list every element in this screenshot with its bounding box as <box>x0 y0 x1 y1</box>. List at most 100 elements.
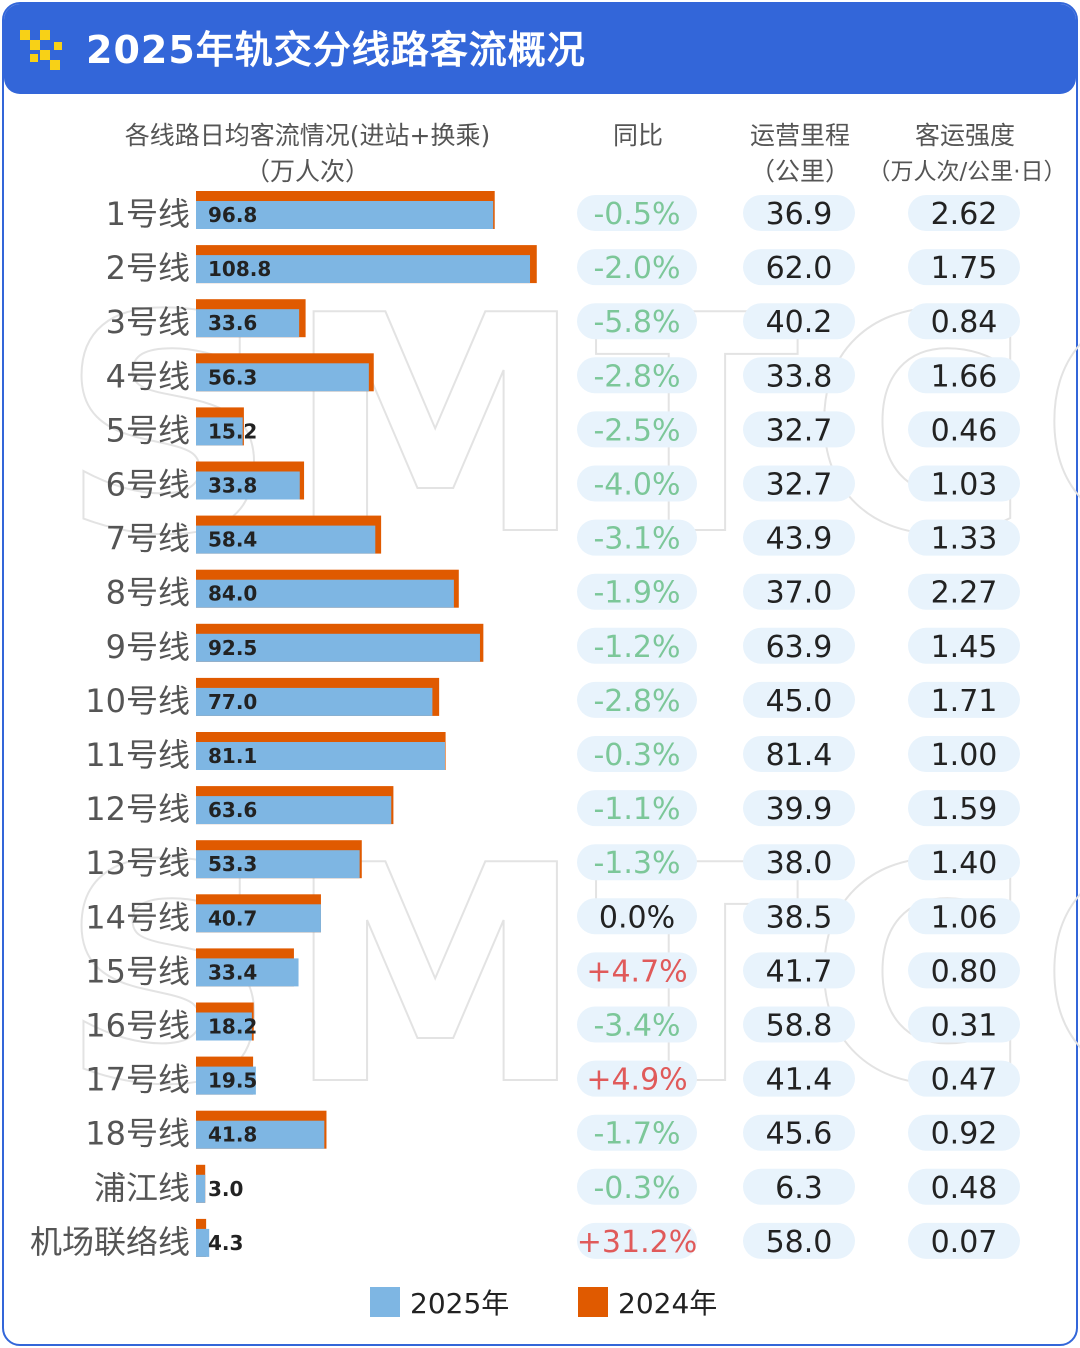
yoy-pill <box>577 1222 697 1259</box>
value-label: 3.0 <box>208 1177 243 1201</box>
value-label: 56.3 <box>208 365 257 389</box>
intensity-pill <box>908 573 1020 610</box>
yoy-value: -1.7% <box>593 1117 680 1152</box>
intensity-value: 0.31 <box>931 1009 998 1044</box>
intensity-pill <box>908 249 1020 286</box>
line-name-label: 14号线 <box>85 898 190 936</box>
mileage-pill <box>743 844 855 881</box>
mileage-pill <box>743 1114 855 1151</box>
intensity-pill <box>908 357 1020 394</box>
mileage-pill <box>743 1168 855 1205</box>
line-name-label: 7号线 <box>106 520 190 558</box>
bar-2025 <box>196 363 369 392</box>
yoy-value: -0.3% <box>593 738 680 773</box>
yoy-pill <box>577 681 697 718</box>
intensity-value: 1.03 <box>931 468 998 503</box>
bar-2025 <box>196 742 445 770</box>
intensity-value: 0.46 <box>931 413 998 448</box>
value-label: 77.0 <box>208 690 257 714</box>
bar-2025 <box>196 309 300 338</box>
page-title: 2025年轨交分线路客流概况 <box>86 28 586 72</box>
line-name-label: 6号线 <box>106 466 190 504</box>
line-name-label: 9号线 <box>106 628 190 666</box>
line-name-label: 3号线 <box>106 303 190 341</box>
bar-2025 <box>196 255 531 284</box>
bar-2025 <box>196 417 243 446</box>
intensity-value: 1.40 <box>931 846 998 881</box>
mileage-pill <box>743 627 855 664</box>
intensity-pill <box>908 1006 1020 1043</box>
mileage-value: 32.7 <box>766 468 833 503</box>
yoy-value: -1.2% <box>593 630 680 665</box>
intensity-value: 0.84 <box>931 305 998 340</box>
bar-2025 <box>196 850 360 879</box>
bar-2025 <box>196 796 392 825</box>
intensity-value: 1.33 <box>931 522 998 557</box>
intensity-value: 2.27 <box>931 576 998 611</box>
line-name-label: 1号线 <box>106 195 190 233</box>
intensity-pill <box>908 519 1020 556</box>
yoy-value: -2.8% <box>593 359 680 394</box>
intensity-pill <box>908 844 1020 881</box>
mileage-pill <box>743 790 855 827</box>
value-label: 81.1 <box>208 744 257 768</box>
mileage-value: 32.7 <box>766 413 833 448</box>
mileage-column-unit: （公里） <box>749 157 850 186</box>
intensity-value: 1.75 <box>931 251 998 286</box>
intensity-value: 1.00 <box>931 738 998 773</box>
yoy-pill <box>577 411 697 448</box>
yoy-value: -0.5% <box>593 197 680 232</box>
yoy-pill <box>577 898 697 935</box>
title-banner: 2025年轨交分线路客流概况 <box>4 4 1076 94</box>
line-name-label: 11号线 <box>85 736 190 774</box>
line-name-label: 2号线 <box>106 249 190 287</box>
value-label: 40.7 <box>208 906 257 930</box>
intensity-pill <box>908 465 1020 502</box>
mileage-column-title: 运营里程 <box>749 121 850 150</box>
value-label: 84.0 <box>208 582 257 606</box>
flow-column-title: 各线路日均客流情况(进站+换乘) <box>124 121 491 150</box>
legend-item-2025: 2025年 <box>370 1282 509 1322</box>
mileage-value: 36.9 <box>766 197 833 232</box>
yoy-pill <box>577 465 697 502</box>
yoy-value: -3.1% <box>593 522 680 557</box>
yoy-pill <box>577 519 697 556</box>
value-label: 33.6 <box>208 311 257 335</box>
bar-2025 <box>196 1012 252 1041</box>
mileage-value: 6.3 <box>775 1171 823 1206</box>
mileage-pill <box>743 736 855 772</box>
bar-2025 <box>196 525 376 554</box>
legend-swatch-2024 <box>578 1287 608 1317</box>
mileage-value: 58.8 <box>766 1009 833 1044</box>
intensity-pill <box>908 790 1020 827</box>
intensity-pill <box>908 627 1020 664</box>
value-label: 33.8 <box>208 474 257 498</box>
intensity-pill <box>908 1114 1020 1151</box>
value-label: 33.4 <box>208 960 257 984</box>
yoy-value: -1.9% <box>593 576 680 611</box>
line-name-label: 8号线 <box>106 574 190 612</box>
mileage-pill <box>743 681 855 718</box>
mileage-value: 41.7 <box>766 954 833 989</box>
intensity-pill <box>908 1168 1020 1205</box>
line-name-label: 16号线 <box>85 1007 190 1045</box>
line-name-label: 浦江线 <box>94 1169 190 1207</box>
intensity-pill <box>908 1222 1020 1259</box>
mileage-value: 45.6 <box>766 1117 833 1152</box>
value-label: 108.8 <box>208 257 271 281</box>
line-name-label: 机场联络线 <box>30 1223 190 1261</box>
intensity-pill <box>908 411 1020 448</box>
yoy-value: -1.1% <box>593 792 680 827</box>
intensity-value: 0.07 <box>931 1225 998 1260</box>
bar-2025 <box>196 471 300 500</box>
yoy-value: -5.8% <box>593 305 680 340</box>
yoy-value: +4.9% <box>586 1063 687 1098</box>
line-name-label: 4号线 <box>106 357 190 395</box>
intensity-pill <box>908 736 1020 772</box>
mileage-value: 63.9 <box>766 630 833 665</box>
yoy-value: -2.0% <box>593 251 680 286</box>
line-name-label: 10号线 <box>85 682 190 720</box>
mileage-pill <box>743 898 855 935</box>
